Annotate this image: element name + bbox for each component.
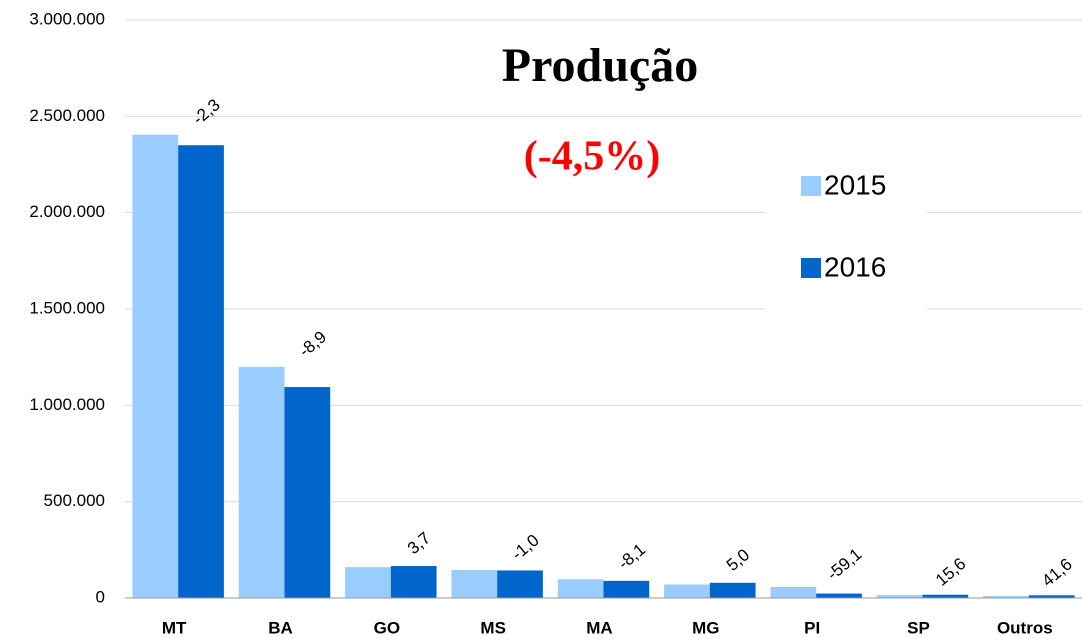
annotation: 41,6 (1038, 555, 1076, 591)
chart-title: Produção (502, 39, 698, 92)
x-tick-label: MG (692, 618, 719, 637)
annotation: 5,0 (723, 545, 753, 575)
annotation: -2,3 (189, 95, 224, 128)
bar (451, 570, 498, 598)
bar (238, 366, 285, 598)
annotation: -1,0 (508, 531, 543, 564)
bar (709, 582, 756, 598)
bar (345, 567, 391, 598)
legend-swatch (801, 258, 821, 278)
y-tick-label: 3.000.000 (29, 9, 105, 28)
legend-box (765, 160, 927, 310)
x-tick-label: MT (162, 618, 187, 637)
annotation: 15,6 (932, 554, 970, 590)
x-tick-label: BA (268, 618, 293, 637)
y-tick-label: 2.500.000 (29, 106, 105, 125)
annotation: -8,9 (295, 327, 330, 360)
bar (876, 595, 923, 598)
legend-label: 2015 (824, 169, 886, 200)
legend-label: 2016 (824, 251, 886, 282)
y-tick-label: 2.000.000 (29, 202, 105, 221)
bar (770, 587, 817, 598)
x-tick-label: GO (374, 618, 400, 637)
bar (664, 584, 710, 598)
x-tick-label: PI (804, 618, 820, 637)
x-tick-label: SP (907, 618, 930, 637)
y-tick-label: 0 (96, 587, 105, 606)
y-tick-label: 1.500.000 (29, 298, 105, 317)
bar (816, 593, 862, 598)
annotation: -8,1 (614, 540, 649, 573)
chart-subtitle: (-4,5%) (524, 134, 660, 180)
annotation: 3,7 (404, 528, 434, 558)
x-tick-label: MA (586, 618, 612, 637)
y-tick-label: 1.000.000 (29, 395, 105, 414)
bar (284, 387, 331, 598)
bar (922, 594, 969, 598)
bar (983, 596, 1029, 598)
y-tick-label: 500.000 (44, 491, 105, 510)
annotation: -59,1 (823, 545, 865, 584)
legend-swatch (801, 176, 821, 196)
bar (390, 566, 437, 598)
bar (1028, 595, 1075, 598)
bar (132, 134, 179, 599)
x-tick-label: MS (480, 618, 506, 637)
bar (497, 570, 543, 598)
bar (603, 580, 650, 598)
x-tick-label: Outros (997, 618, 1053, 637)
bar (178, 145, 224, 598)
bar (557, 579, 604, 598)
